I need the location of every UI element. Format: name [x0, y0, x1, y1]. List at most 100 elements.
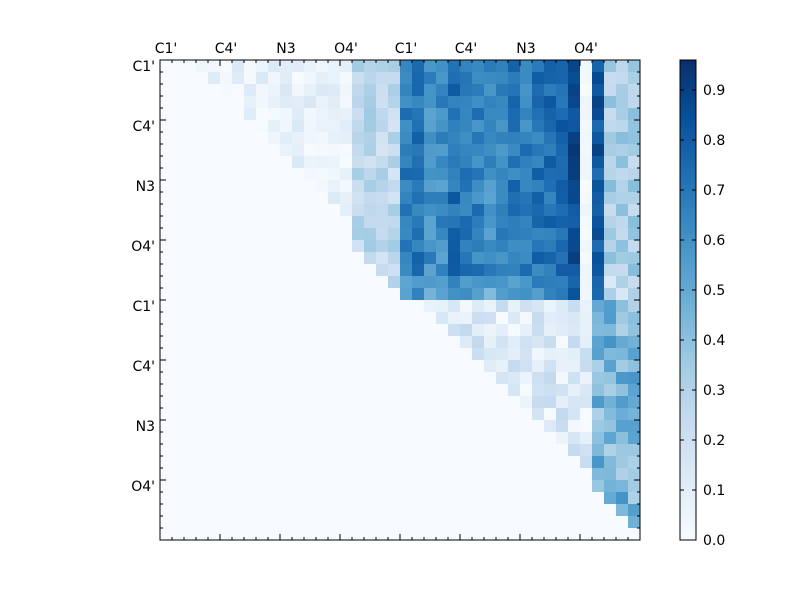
heatmap-cell [256, 228, 269, 241]
heatmap-cell [208, 432, 221, 445]
heatmap-cell [280, 528, 293, 541]
heatmap-cell [496, 468, 509, 481]
heatmap-cell [592, 252, 605, 265]
heatmap-cell [616, 432, 629, 445]
heatmap-cell [232, 240, 245, 253]
heatmap-cell [376, 72, 389, 85]
heatmap-cell [568, 396, 581, 409]
heatmap-cell [304, 408, 317, 421]
heatmap-cell [604, 492, 617, 505]
heatmap-cell [172, 144, 185, 157]
heatmap-cell [556, 372, 569, 385]
heatmap-cell [364, 276, 377, 289]
heatmap-cell [472, 264, 485, 277]
heatmap-cell [508, 60, 521, 73]
heatmap-cell [604, 156, 617, 169]
heatmap-cell [160, 312, 173, 325]
heatmap-cell [604, 384, 617, 397]
heatmap-cell [400, 408, 413, 421]
heatmap-cell [376, 84, 389, 97]
heatmap-cell [376, 504, 389, 517]
heatmap-cell [160, 408, 173, 421]
heatmap-cell [292, 228, 305, 241]
heatmap-cell [436, 516, 449, 529]
heatmap-cell [172, 276, 185, 289]
heatmap-cell [220, 132, 233, 145]
colorbar [679, 59, 697, 541]
heatmap-cell [460, 168, 473, 181]
heatmap-cell [460, 468, 473, 481]
heatmap-cell [412, 528, 425, 541]
heatmap-cell [340, 252, 353, 265]
heatmap-cell [628, 144, 641, 157]
heatmap-cell [160, 504, 173, 517]
heatmap-cell [436, 384, 449, 397]
heatmap-cell [568, 384, 581, 397]
heatmap-cell [244, 492, 257, 505]
heatmap-cell [628, 444, 641, 457]
heatmap-cell [472, 336, 485, 349]
heatmap-cell [160, 288, 173, 301]
heatmap-cell [508, 492, 521, 505]
heatmap-cell [244, 420, 257, 433]
heatmap-cell [412, 156, 425, 169]
heatmap-cell [616, 216, 629, 229]
heatmap-cell [520, 252, 533, 265]
heatmap-cell [280, 216, 293, 229]
heatmap-cell [220, 528, 233, 541]
heatmap-cell [280, 480, 293, 493]
heatmap-cell [388, 444, 401, 457]
heatmap-cell [256, 204, 269, 217]
heatmap-cell [568, 84, 581, 97]
heatmap-cell [400, 120, 413, 133]
heatmap-cell [520, 204, 533, 217]
heatmap-cell [256, 384, 269, 397]
heatmap-cell [304, 360, 317, 373]
heatmap-cell [208, 348, 221, 361]
heatmap-cell [220, 72, 233, 85]
heatmap-cell [508, 108, 521, 121]
heatmap-cell [244, 360, 257, 373]
heatmap-cell [160, 336, 173, 349]
heatmap-cell [328, 480, 341, 493]
heatmap-cell [340, 108, 353, 121]
heatmap-cell [508, 300, 521, 313]
heatmap-cell [604, 168, 617, 181]
heatmap-cell [460, 192, 473, 205]
heatmap-cell [172, 96, 185, 109]
heatmap-cell [556, 240, 569, 253]
heatmap-cell [592, 456, 605, 469]
heatmap-cell [280, 408, 293, 421]
heatmap-cell [208, 72, 221, 85]
heatmap-cell [616, 516, 629, 529]
heatmap-cell [508, 132, 521, 145]
heatmap-cell [280, 360, 293, 373]
heatmap-cell [208, 180, 221, 193]
heatmap-cell [232, 528, 245, 541]
heatmap-cell [556, 396, 569, 409]
heatmap-cell [460, 276, 473, 289]
heatmap-cell [424, 492, 437, 505]
heatmap-cell [544, 144, 557, 157]
heatmap-cell [232, 108, 245, 121]
heatmap-cell [280, 384, 293, 397]
heatmap-cell [352, 252, 365, 265]
heatmap-cell [352, 216, 365, 229]
heatmap-cell [304, 168, 317, 181]
heatmap-cell [496, 288, 509, 301]
heatmap-cell [484, 324, 497, 337]
heatmap-cell [376, 144, 389, 157]
heatmap-cell [448, 360, 461, 373]
heatmap-cell [460, 336, 473, 349]
heatmap-cell [256, 144, 269, 157]
heatmap-cell [520, 120, 533, 133]
heatmap-cell [316, 180, 329, 193]
heatmap-cell [220, 288, 233, 301]
heatmap-cell [340, 276, 353, 289]
heatmap-cell [268, 132, 281, 145]
heatmap-cell [388, 84, 401, 97]
heatmap-cell [244, 456, 257, 469]
heatmap-cell [424, 60, 437, 73]
heatmap-cell [604, 468, 617, 481]
heatmap-cell [184, 108, 197, 121]
